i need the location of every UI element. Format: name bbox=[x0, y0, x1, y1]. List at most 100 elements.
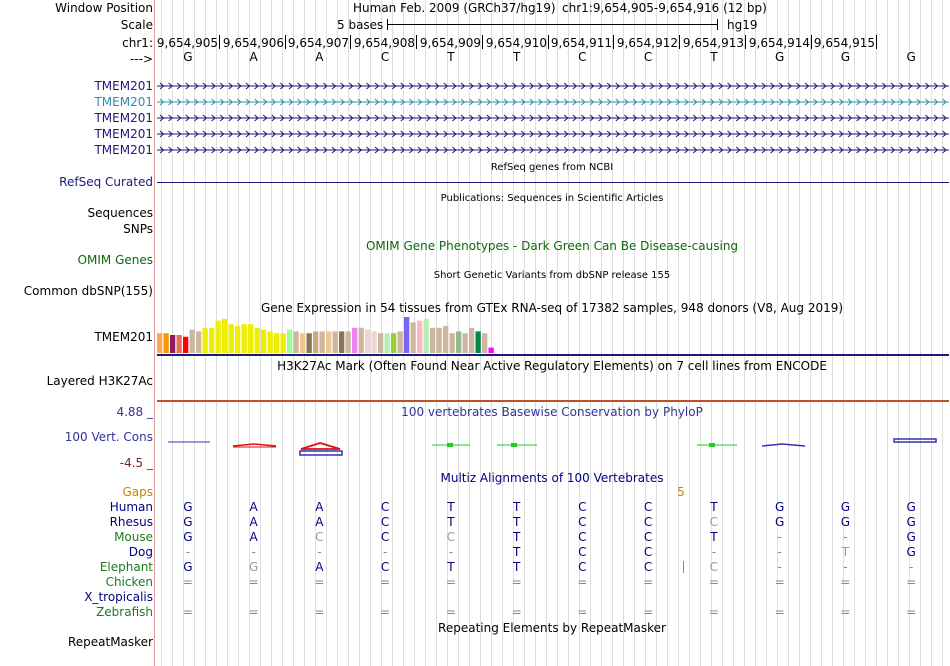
strand-chevron bbox=[477, 146, 483, 154]
multiz-base: - bbox=[777, 560, 782, 574]
label-repeatmasker[interactable]: RepeatMasker bbox=[67, 635, 153, 649]
species-label-gaps[interactable]: Gaps bbox=[122, 485, 153, 499]
gencode-transcript-label[interactable]: TMEM201 bbox=[94, 111, 153, 125]
species-label-chicken[interactable]: Chicken bbox=[105, 575, 153, 589]
strand-chevron bbox=[606, 130, 612, 138]
strand-chevron bbox=[813, 98, 818, 106]
scale-bar-right-tick bbox=[717, 19, 718, 30]
gtex-tissue-bar bbox=[391, 333, 397, 353]
strand-chevron bbox=[873, 98, 879, 106]
strand-chevron bbox=[305, 82, 311, 90]
label-snps[interactable]: SNPs bbox=[123, 222, 153, 236]
grid-line bbox=[678, 0, 679, 666]
strand-chevron bbox=[692, 114, 698, 122]
grid-line bbox=[810, 0, 811, 666]
multiz-base: C bbox=[709, 560, 719, 574]
species-label-mouse[interactable]: Mouse bbox=[114, 530, 153, 544]
multiz-base: = bbox=[182, 575, 193, 589]
strand-chevron bbox=[624, 98, 629, 106]
strand-chevron bbox=[615, 98, 621, 106]
multiz-base: C bbox=[643, 530, 653, 544]
strand-chevron bbox=[503, 146, 509, 154]
strand-chevron bbox=[735, 82, 741, 90]
strand-chevron bbox=[839, 98, 844, 106]
species-label-human[interactable]: Human bbox=[109, 500, 153, 514]
strand-chevron bbox=[684, 146, 689, 154]
grid-line bbox=[601, 0, 602, 666]
strand-chevron bbox=[237, 114, 242, 122]
strand-chevron bbox=[649, 98, 655, 106]
strand-chevron bbox=[323, 98, 328, 106]
label-omim-genes[interactable]: OMIM Genes bbox=[77, 253, 153, 267]
grid-line bbox=[392, 0, 393, 666]
strand-chevron bbox=[624, 114, 629, 122]
gtex-tissue-bar bbox=[254, 327, 260, 353]
label-sequences[interactable]: Sequences bbox=[87, 206, 153, 220]
strand-chevron bbox=[374, 114, 380, 122]
strand-chevron bbox=[658, 114, 664, 122]
strand-chevron bbox=[856, 130, 861, 138]
gencode-transcript-label[interactable]: TMEM201 bbox=[94, 79, 153, 93]
ruler-tick bbox=[482, 35, 483, 49]
species-label-elephant[interactable]: Elephant bbox=[99, 560, 153, 574]
strand-chevron bbox=[495, 98, 500, 106]
grid-line bbox=[282, 0, 283, 666]
label-100-vert-cons[interactable]: 100 Vert. Cons bbox=[64, 430, 153, 444]
gtex-tissue-bar bbox=[163, 333, 169, 353]
publications-track-title: Publications: Sequences in Scientific Ar… bbox=[440, 193, 664, 204]
strand-chevron bbox=[314, 130, 320, 138]
strand-chevron bbox=[271, 114, 277, 122]
multiz-base: - bbox=[711, 545, 717, 559]
cons-mark-5b bbox=[511, 443, 517, 447]
multiz-base: C bbox=[643, 500, 653, 514]
strand-chevron bbox=[804, 114, 810, 122]
strand-chevron bbox=[710, 130, 715, 138]
strand-chevron bbox=[667, 130, 672, 138]
gencode-transcript-label[interactable]: TMEM201 bbox=[94, 95, 153, 109]
label-common-dbsnp[interactable]: Common dbSNP(155) bbox=[23, 284, 153, 298]
strand-chevron bbox=[581, 146, 586, 154]
ruler-position-label: 9,654,908 bbox=[353, 36, 415, 50]
strand-chevron bbox=[804, 130, 810, 138]
multiz-base: G bbox=[840, 500, 851, 514]
strand-chevron bbox=[546, 130, 552, 138]
grid-line bbox=[744, 0, 745, 666]
strand-chevron bbox=[262, 82, 268, 90]
grid-line bbox=[799, 0, 800, 666]
multiz-base: - bbox=[777, 530, 782, 544]
species-label-rhesus[interactable]: Rhesus bbox=[109, 515, 153, 529]
gencode-transcript-label[interactable]: TMEM201 bbox=[94, 127, 153, 141]
strand-chevron bbox=[856, 114, 861, 122]
reference-base: C bbox=[643, 50, 653, 64]
strand-chevron bbox=[847, 82, 853, 90]
grid-line bbox=[656, 0, 657, 666]
strand-chevron bbox=[658, 82, 664, 90]
strand-chevron bbox=[632, 146, 638, 154]
label-layered-h3k27ac[interactable]: Layered H3K27Ac bbox=[46, 374, 153, 388]
strand-chevron bbox=[366, 82, 371, 90]
strand-chevron bbox=[271, 146, 277, 154]
strand-chevron bbox=[254, 98, 259, 106]
species-label-zebrafish[interactable]: Zebrafish bbox=[96, 605, 153, 619]
strand-chevron bbox=[675, 82, 681, 90]
gencode-transcript-label[interactable]: TMEM201 bbox=[94, 143, 153, 157]
ruler-tick bbox=[811, 35, 812, 49]
h3k27ac-baseline[interactable] bbox=[157, 400, 949, 402]
strand-chevron bbox=[589, 114, 595, 122]
species-label-x_tropicalis[interactable]: X_tropicalis bbox=[84, 590, 153, 604]
label-gtex-gene[interactable]: TMEM201 bbox=[94, 330, 153, 344]
strand-chevron bbox=[916, 114, 922, 122]
label-refseq-curated[interactable]: RefSeq Curated bbox=[59, 175, 153, 189]
refseq-gene-line[interactable] bbox=[157, 182, 949, 183]
strand-chevron bbox=[778, 130, 784, 138]
species-label-dog[interactable]: Dog bbox=[128, 545, 153, 559]
multiz-base: A bbox=[315, 500, 324, 514]
strand-chevron bbox=[254, 146, 259, 154]
